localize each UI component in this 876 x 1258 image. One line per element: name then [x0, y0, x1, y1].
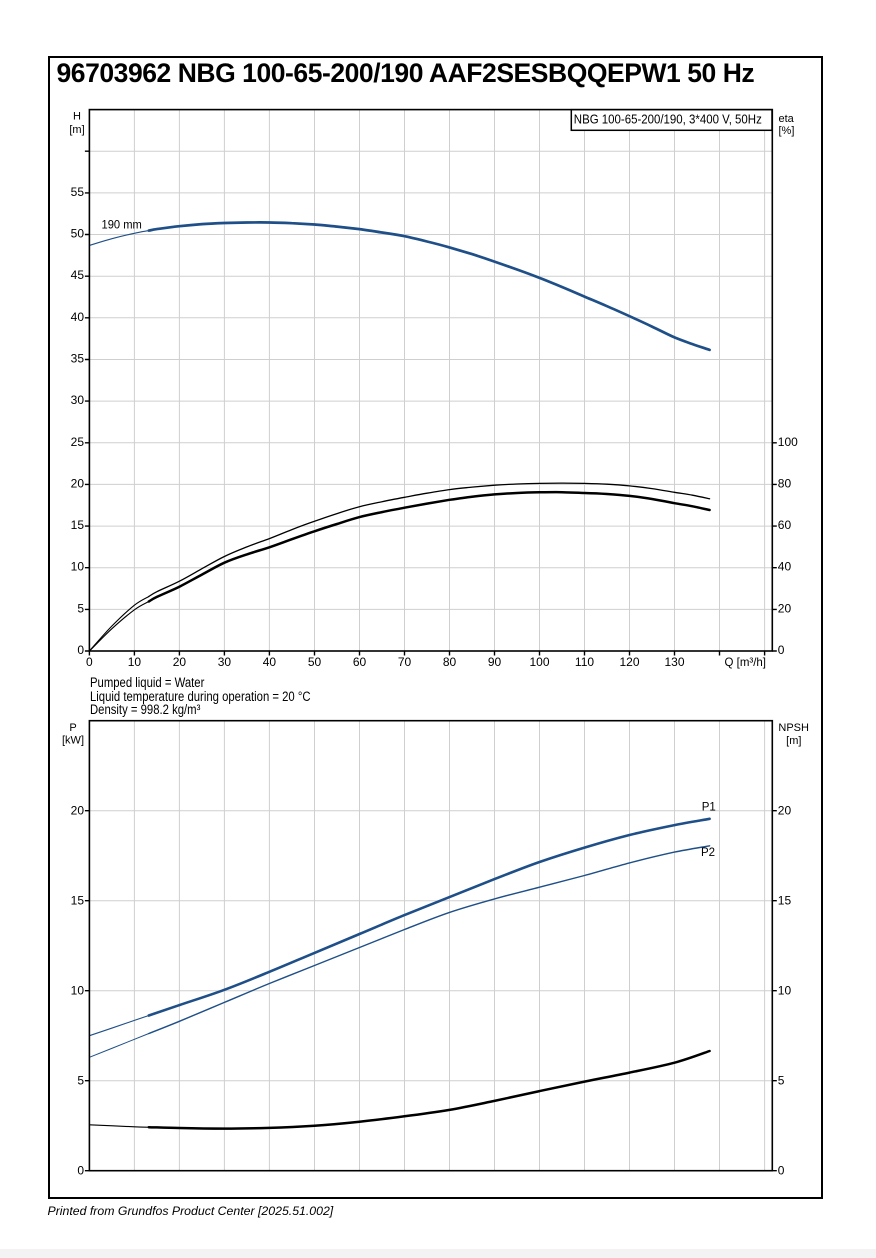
svg-text:15: 15 [778, 894, 792, 908]
svg-text:50: 50 [308, 655, 322, 669]
svg-text:190 mm: 190 mm [102, 218, 142, 232]
svg-text:60: 60 [778, 518, 792, 532]
svg-text:20: 20 [778, 804, 792, 818]
svg-text:15: 15 [71, 518, 85, 532]
svg-text:0: 0 [778, 643, 785, 657]
svg-text:35: 35 [71, 352, 85, 366]
svg-text:30: 30 [71, 393, 85, 407]
svg-text:0: 0 [77, 1164, 84, 1178]
svg-text:P1: P1 [702, 801, 716, 813]
svg-text:40: 40 [778, 560, 792, 574]
svg-text:130: 130 [664, 655, 684, 669]
svg-text:0: 0 [86, 655, 93, 669]
svg-text:eta: eta [779, 113, 795, 125]
svg-text:100: 100 [778, 435, 798, 449]
svg-text:10: 10 [778, 984, 792, 998]
svg-text:30: 30 [218, 655, 232, 669]
svg-text:70: 70 [398, 655, 412, 669]
svg-text:60: 60 [353, 655, 367, 669]
svg-text:20: 20 [71, 804, 85, 818]
svg-text:120: 120 [619, 655, 639, 669]
svg-text:[kW]: [kW] [62, 734, 84, 746]
svg-text:20: 20 [778, 601, 792, 615]
svg-text:20: 20 [71, 476, 85, 490]
svg-text:5: 5 [77, 1074, 84, 1088]
svg-text:50: 50 [71, 227, 85, 241]
svg-text:25: 25 [71, 435, 85, 449]
svg-text:15: 15 [71, 894, 85, 908]
svg-text:80: 80 [778, 476, 792, 490]
svg-text:0: 0 [778, 1164, 785, 1178]
svg-text:20: 20 [173, 655, 187, 669]
svg-text:0: 0 [77, 643, 84, 657]
svg-text:NBG 100-65-200/190, 3*400 V, 5: NBG 100-65-200/190, 3*400 V, 50Hz [574, 111, 762, 126]
svg-text:[m]: [m] [786, 735, 801, 747]
svg-text:H: H [73, 111, 81, 123]
svg-text:NPSH: NPSH [778, 722, 809, 734]
svg-text:100: 100 [529, 655, 549, 669]
svg-text:P: P [69, 722, 76, 734]
svg-text:5: 5 [77, 601, 84, 615]
svg-text:40: 40 [71, 310, 85, 324]
svg-text:P2: P2 [701, 847, 715, 859]
svg-text:10: 10 [71, 560, 85, 574]
svg-text:90: 90 [488, 655, 502, 669]
svg-text:40: 40 [263, 655, 277, 669]
svg-text:110: 110 [575, 655, 594, 669]
svg-text:[%]: [%] [779, 125, 795, 137]
svg-text:Q [m³/h]: Q [m³/h] [725, 655, 767, 669]
svg-text:55: 55 [71, 185, 85, 199]
svg-text:[m]: [m] [69, 124, 84, 136]
svg-text:10: 10 [71, 984, 85, 998]
svg-text:10: 10 [128, 655, 142, 669]
svg-text:5: 5 [778, 1074, 785, 1088]
svg-text:45: 45 [71, 268, 85, 282]
svg-text:80: 80 [443, 655, 457, 669]
